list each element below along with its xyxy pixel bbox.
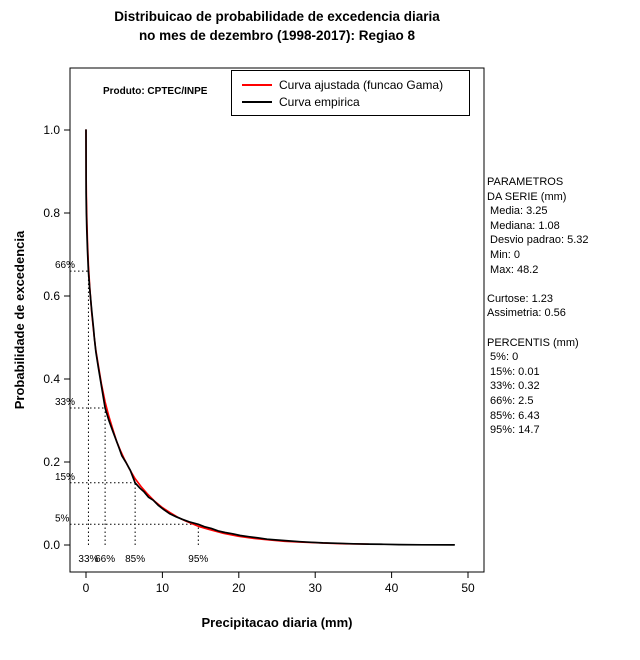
- empirical-curve-swatch: [242, 100, 272, 103]
- guide-exceedance-label: 66%: [55, 260, 75, 271]
- x-tick-label: 50: [461, 581, 475, 595]
- stats-line: DA SERIE (mm): [487, 190, 567, 203]
- stats-line: 33%: 0.32: [487, 380, 540, 393]
- guide-exceedance-label: 15%: [55, 472, 75, 483]
- stats-line: 66%: 2.5: [487, 394, 534, 407]
- y-tick-label: 0.2: [43, 455, 60, 469]
- stats-line: Media: 3.25: [487, 205, 548, 218]
- stats-line: Min: 0: [487, 248, 521, 261]
- gamma-curve-swatch: [242, 83, 272, 86]
- plot-box: [69, 67, 485, 573]
- stats-line: [487, 278, 589, 293]
- stats-line: PERCENTIS (mm): [487, 336, 579, 349]
- y-tick-label: 0.6: [43, 289, 60, 303]
- x-tick-label: 10: [156, 581, 170, 595]
- x-tick-label: 40: [385, 581, 399, 595]
- stats-line: 85%: 6.43: [487, 409, 540, 422]
- y-tick-label: 0.4: [43, 372, 60, 386]
- stats-line: Curtose: 1.23: [487, 292, 554, 305]
- guide-percentile-label: 85%: [125, 554, 145, 565]
- gamma-fitted-curve: [85, 129, 370, 546]
- legend-item-empirical: Curva empirica: [232, 93, 469, 110]
- chart-title-line-1: Distribuicao de probabilidade de exceden…: [114, 9, 440, 24]
- y-tick-label: 0.8: [43, 206, 60, 220]
- guide-percentile-label: 33%: [78, 554, 98, 565]
- x-tick-label: 0: [83, 581, 90, 595]
- guide-exceedance-label: 5%: [55, 513, 70, 524]
- y-tick-label: 1.0: [43, 123, 60, 137]
- stats-line: 95%: 14.7: [487, 424, 540, 437]
- chart-title-line-2: no mes de dezembro (1998-2017): Regiao 8: [138, 28, 416, 43]
- stats-line: 15%: 0.01: [487, 365, 540, 378]
- guide-exceedance-label: 33%: [55, 397, 75, 408]
- stats-line: Desvio padrao: 5.32: [487, 234, 589, 247]
- legend-item-gamma: Curva ajustada (funcao Gama): [232, 76, 469, 93]
- stats-line: PARAMETROS: [487, 176, 564, 188]
- stats-line: [487, 322, 589, 337]
- guide-percentile-label: 95%: [188, 554, 208, 565]
- x-axis-title: Precipitacao diaria (mm): [202, 615, 353, 630]
- legend: Curva ajustada (funcao Gama) Curva empir…: [231, 70, 470, 116]
- y-tick-label: 0.0: [43, 538, 60, 552]
- stats-panel: PARAMETROS DA SERIE (mm) Media: 3.25 Med…: [487, 176, 589, 439]
- empirical-curve: [85, 129, 456, 546]
- chart-title: Distribuicao de probabilidade de exceden…: [0, 7, 554, 45]
- guide-percentile-label: 66%: [95, 554, 115, 565]
- stats-line: Mediana: 1.08: [487, 219, 560, 232]
- x-tick-label: 30: [309, 581, 323, 595]
- x-tick-label: 20: [232, 581, 246, 595]
- y-axis-title: Probabilidade de excedencia: [12, 230, 27, 409]
- stats-line: Max: 48.2: [487, 263, 539, 276]
- legend-label-empirical: Curva empirica: [279, 94, 360, 109]
- stats-line: Assimetria: 0.56: [487, 307, 566, 320]
- legend-label-gamma: Curva ajustada (funcao Gama): [279, 77, 444, 92]
- product-annotation: Produto: CPTEC/INPE: [103, 86, 208, 97]
- stats-line: 5%: 0: [487, 351, 519, 364]
